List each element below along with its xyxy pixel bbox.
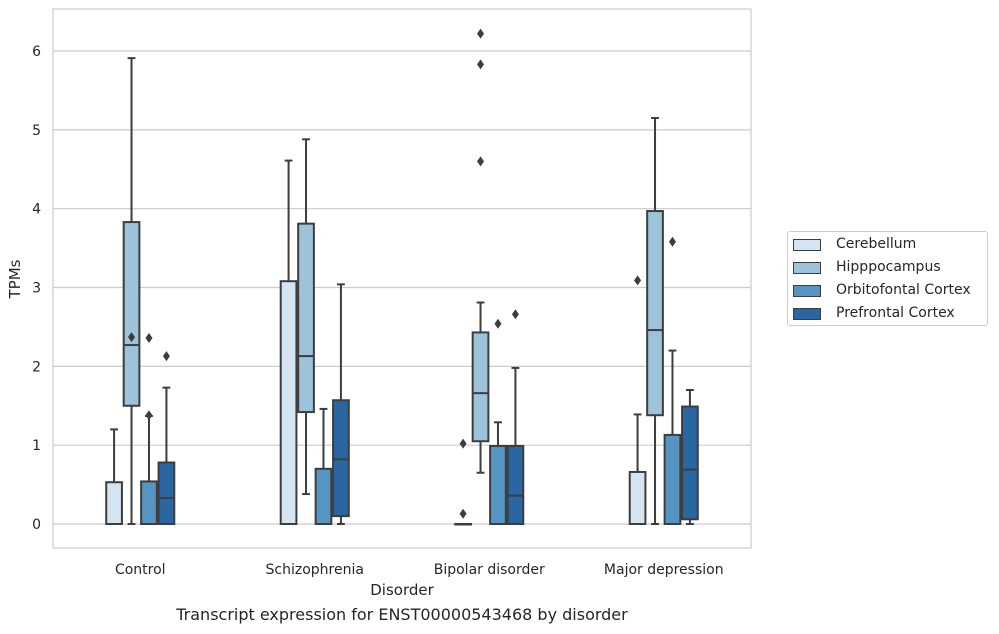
x-tick-label: Major depression bbox=[604, 562, 724, 578]
outlier-point bbox=[668, 236, 676, 247]
legend-label: Orbitofontal Cortex bbox=[836, 282, 971, 298]
y-tick-labels: 0 1 2 3 4 5 6 bbox=[32, 44, 41, 533]
box-iqr bbox=[279, 280, 298, 526]
legend-swatch bbox=[793, 239, 821, 251]
box-group bbox=[140, 332, 158, 525]
box-iqr bbox=[140, 480, 158, 525]
legend-label: Cerebellum bbox=[836, 236, 917, 252]
box-group bbox=[314, 407, 333, 525]
box-group bbox=[506, 309, 525, 526]
box-group bbox=[471, 28, 490, 474]
box-group bbox=[122, 57, 141, 525]
y-tick-label: 1 bbox=[32, 438, 41, 454]
box-iqr bbox=[105, 481, 123, 525]
box-group bbox=[646, 117, 664, 525]
box-group bbox=[663, 236, 682, 525]
outlier-point bbox=[477, 59, 485, 70]
box-group bbox=[489, 318, 507, 526]
outlier-point bbox=[145, 332, 153, 343]
y-tick-label: 0 bbox=[32, 517, 41, 533]
box-iqr bbox=[506, 444, 525, 526]
outlier-point bbox=[634, 275, 642, 286]
box-iqr bbox=[681, 405, 699, 521]
y-tick-label: 5 bbox=[32, 123, 41, 139]
box-iqr bbox=[314, 467, 333, 525]
y-tick-label: 2 bbox=[32, 359, 41, 375]
x-axis-title: Disorder bbox=[370, 581, 434, 599]
chart-title: Transcript expression for ENST0000054346… bbox=[176, 605, 628, 624]
box-iqr bbox=[646, 210, 664, 417]
box-iqr bbox=[332, 399, 350, 518]
legend-swatch bbox=[793, 285, 821, 297]
box-group bbox=[332, 283, 350, 525]
box-iqr bbox=[663, 433, 682, 525]
legend-item-orbitofrontal-cortex: Orbitofontal Cortex bbox=[788, 280, 987, 302]
outlier-point bbox=[128, 332, 136, 343]
outlier-point bbox=[145, 410, 153, 421]
box-group bbox=[157, 351, 176, 526]
legend-item-cerebellum: Cerebellum bbox=[788, 234, 987, 256]
plot-frame bbox=[52, 8, 752, 549]
boxes-layer bbox=[105, 28, 699, 526]
legend: Cerebellum Hipppocampus Orbitofontal Cor… bbox=[787, 231, 988, 326]
outlier-point bbox=[459, 508, 467, 519]
y-tick-label: 4 bbox=[32, 202, 41, 218]
legend-label: Hipppocampus bbox=[836, 259, 941, 275]
box-group bbox=[628, 275, 647, 525]
legend-swatch bbox=[793, 308, 821, 320]
y-axis-title: TPMs bbox=[6, 259, 24, 299]
legend-item-prefrontal-cortex: Prefrontal Cortex bbox=[788, 303, 987, 325]
outlier-point bbox=[477, 156, 485, 167]
legend-item-hippocampus: Hipppocampus bbox=[788, 257, 987, 279]
box-iqr bbox=[122, 221, 141, 407]
grid-lines bbox=[53, 50, 751, 525]
outlier-point bbox=[477, 28, 485, 39]
box-group bbox=[681, 388, 699, 525]
outlier-point bbox=[162, 351, 170, 362]
y-tick-label: 6 bbox=[32, 44, 41, 60]
outlier-point bbox=[494, 318, 502, 329]
y-tick-label: 3 bbox=[32, 281, 41, 297]
x-tick-label: Schizophrenia bbox=[266, 562, 364, 578]
box-iqr bbox=[297, 222, 315, 414]
box-iqr bbox=[471, 331, 490, 443]
box-iqr bbox=[489, 444, 507, 526]
box-iqr bbox=[157, 461, 176, 526]
box-group bbox=[454, 438, 472, 526]
box-group bbox=[105, 428, 123, 525]
x-tick-label: Control bbox=[115, 562, 166, 578]
legend-swatch bbox=[793, 262, 821, 274]
box-group bbox=[297, 138, 315, 496]
outlier-point bbox=[459, 438, 467, 449]
outlier-point bbox=[511, 309, 519, 320]
legend-label: Prefrontal Cortex bbox=[836, 305, 955, 321]
box-group bbox=[279, 159, 298, 526]
box-iqr bbox=[628, 470, 647, 525]
x-tick-labels: Control Schizophrenia Bipolar disorder Majo… bbox=[115, 562, 724, 578]
x-tick-label: Bipolar disorder bbox=[434, 562, 545, 578]
